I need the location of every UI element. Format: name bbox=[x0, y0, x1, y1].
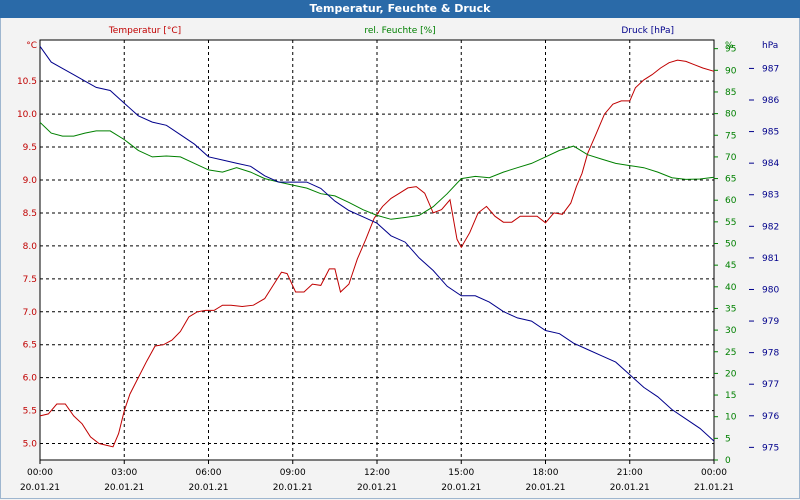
temp-tick-label: 9.0 bbox=[23, 176, 38, 186]
pressure-tick-label: 984 bbox=[762, 159, 779, 169]
temp-tick-label: 6.0 bbox=[23, 374, 38, 384]
x-tick-time: 03:00 bbox=[111, 468, 137, 478]
humidity-tick-label: 20 bbox=[725, 369, 737, 379]
humidity-axis-title: rel. Feuchte [%] bbox=[364, 26, 435, 36]
humidity-tick-label: 55 bbox=[725, 218, 736, 228]
x-tick-date: 20.01.21 bbox=[357, 483, 397, 493]
pressure-axis-title: Druck [hPa] bbox=[621, 26, 674, 36]
x-tick-date: 20.01.21 bbox=[188, 483, 228, 493]
temp-unit-label: °C bbox=[26, 41, 37, 51]
series-lines bbox=[39, 46, 715, 448]
x-tick-date: 20.01.21 bbox=[273, 483, 313, 493]
x-tick-time: 21:00 bbox=[617, 468, 643, 478]
humidity-tick-label: 90 bbox=[725, 66, 737, 76]
humidity-tick-label: 80 bbox=[725, 110, 737, 120]
humidity-tick-label: 10 bbox=[725, 413, 737, 423]
temp-tick-label: 7.0 bbox=[23, 308, 38, 318]
humidity-tick-label: 25 bbox=[725, 348, 736, 358]
temp-tick-label: 7.5 bbox=[23, 275, 37, 285]
humidity-tick-label: 40 bbox=[725, 283, 737, 293]
pressure-tick-label: 983 bbox=[762, 191, 779, 201]
axis-labels: 00:00 20.01.21 03:00 20.01.21 06:00 20.01.21 0… bbox=[17, 26, 779, 493]
pressure-tick-label: 977 bbox=[762, 380, 779, 390]
pressure-unit-label: hPa bbox=[762, 41, 778, 51]
temp-tick-label: 6.5 bbox=[23, 341, 37, 351]
pressure-tick-label: 986 bbox=[762, 96, 779, 106]
x-tick-time: 12:00 bbox=[364, 468, 390, 478]
humidity-tick-label: 5 bbox=[725, 434, 731, 444]
humidity-tick-label: 85 bbox=[725, 88, 736, 98]
pressure-tick-label: 982 bbox=[762, 222, 779, 232]
temp-tick-label: 8.5 bbox=[23, 209, 37, 219]
x-tick-date: 20.01.21 bbox=[20, 483, 60, 493]
temp-tick-label: 5.5 bbox=[23, 407, 37, 417]
pressure-tick-label: 985 bbox=[762, 128, 779, 138]
series-line-temperature bbox=[39, 59, 715, 448]
temp-tick-label: 10.0 bbox=[17, 110, 37, 120]
pressure-tick-label: 979 bbox=[762, 317, 779, 327]
temp-tick-label: 8.0 bbox=[23, 242, 38, 252]
gridlines bbox=[39, 40, 754, 464]
pressure-tick-label: 987 bbox=[762, 64, 779, 74]
humidity-tick-label: 95 bbox=[725, 45, 736, 55]
humidity-tick-label: 50 bbox=[725, 240, 737, 250]
humidity-tick-label: 35 bbox=[725, 304, 736, 314]
series-line-pressure bbox=[39, 46, 715, 442]
temp-tick-label: 5.0 bbox=[23, 440, 38, 450]
x-tick-date: 20.01.21 bbox=[525, 483, 565, 493]
humidity-tick-label: 75 bbox=[725, 131, 736, 141]
humidity-unit-label: % bbox=[725, 41, 734, 51]
x-tick-time: 09:00 bbox=[280, 468, 306, 478]
x-tick-time: 15:00 bbox=[448, 468, 474, 478]
humidity-tick-label: 0 bbox=[725, 456, 731, 466]
x-tick-date: 20.01.21 bbox=[441, 483, 481, 493]
humidity-tick-label: 45 bbox=[725, 261, 736, 271]
pressure-tick-label: 978 bbox=[762, 349, 779, 359]
x-tick-date: 20.01.21 bbox=[610, 483, 650, 493]
temp-tick-label: 9.5 bbox=[23, 143, 37, 153]
pressure-tick-label: 975 bbox=[762, 443, 779, 453]
x-tick-time: 00:00 bbox=[701, 468, 727, 478]
pressure-tick-label: 981 bbox=[762, 254, 779, 264]
x-tick-date: 20.01.21 bbox=[104, 483, 144, 493]
x-tick-time: 06:00 bbox=[196, 468, 222, 478]
x-tick-time: 00:00 bbox=[27, 468, 53, 478]
x-tick-date: 21.01.21 bbox=[694, 483, 734, 493]
humidity-tick-label: 30 bbox=[725, 326, 737, 336]
series-line-humidity bbox=[39, 121, 715, 220]
pressure-tick-label: 980 bbox=[762, 285, 779, 295]
humidity-tick-label: 65 bbox=[725, 175, 736, 185]
humidity-tick-label: 15 bbox=[725, 391, 736, 401]
humidity-tick-label: 60 bbox=[725, 196, 737, 206]
pressure-tick-label: 976 bbox=[762, 412, 779, 422]
x-tick-time: 18:00 bbox=[533, 468, 559, 478]
humidity-tick-label: 70 bbox=[725, 153, 737, 163]
temp-axis-title: Temperatur [°C] bbox=[108, 26, 181, 36]
temp-tick-label: 10.5 bbox=[17, 77, 37, 87]
window-title: Temperatur, Feuchte & Druck bbox=[0, 0, 800, 18]
